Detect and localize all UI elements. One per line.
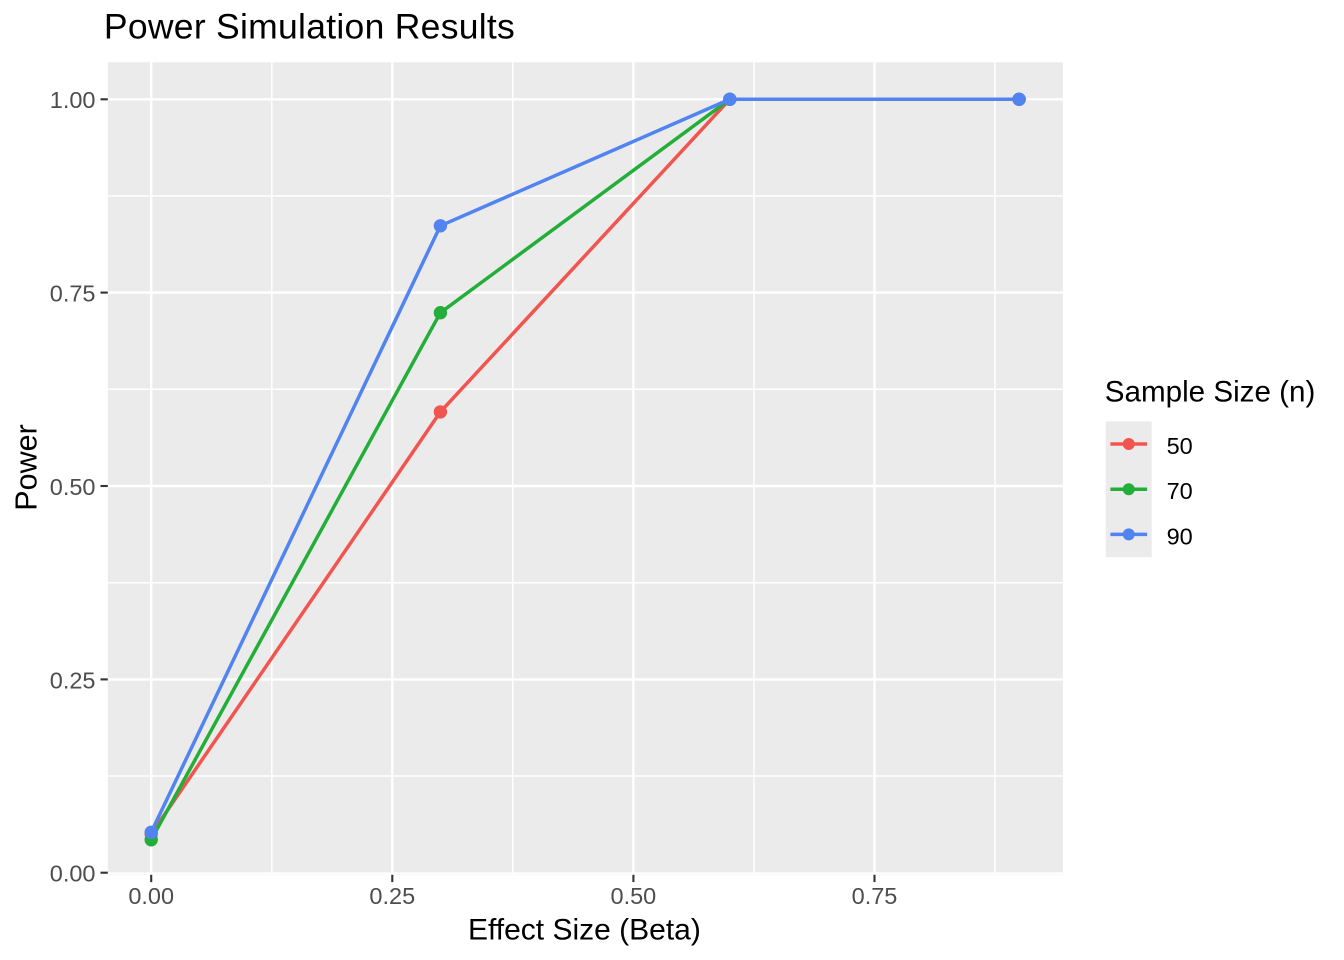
svg-text:Sample Size (n): Sample Size (n) — [1105, 376, 1316, 409]
svg-text:90: 90 — [1167, 523, 1193, 549]
svg-text:Effect Size (Beta): Effect Size (Beta) — [468, 914, 701, 947]
svg-text:0.00: 0.00 — [128, 883, 174, 909]
svg-text:Power: Power — [10, 424, 44, 510]
svg-text:0.25: 0.25 — [369, 883, 415, 909]
svg-text:1.00: 1.00 — [50, 87, 96, 113]
svg-text:0.00: 0.00 — [50, 861, 96, 887]
svg-text:0.25: 0.25 — [50, 667, 96, 693]
svg-text:70: 70 — [1167, 478, 1193, 504]
svg-text:0.75: 0.75 — [852, 883, 898, 909]
svg-text:50: 50 — [1167, 433, 1193, 459]
svg-text:Power Simulation Results: Power Simulation Results — [104, 6, 515, 46]
svg-text:0.50: 0.50 — [50, 474, 96, 500]
svg-text:0.75: 0.75 — [50, 281, 96, 307]
svg-text:0.50: 0.50 — [611, 883, 657, 909]
